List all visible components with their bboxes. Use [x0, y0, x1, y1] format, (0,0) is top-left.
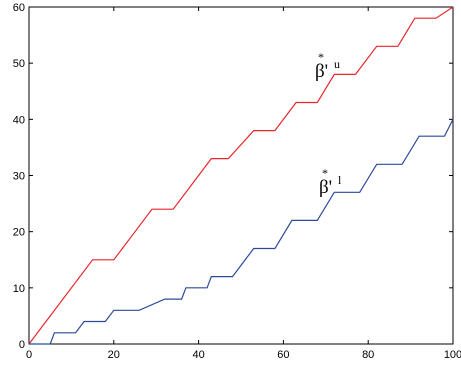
y-tick-label: 10 — [13, 283, 25, 295]
x-tick-label: 100 — [444, 349, 461, 361]
series-line-lower — [29, 119, 454, 345]
x-tick-label: 0 — [26, 349, 32, 361]
label-star: * — [322, 166, 328, 180]
x-tick-label: 60 — [277, 349, 289, 361]
label-sup: u — [334, 57, 340, 71]
plot-area-frame — [28, 6, 454, 345]
label-base: β' — [319, 177, 332, 198]
series-labels: β'* uβ'* l — [315, 50, 342, 198]
x-tick-label: 80 — [362, 349, 374, 361]
y-tick-label: 20 — [13, 227, 25, 239]
axis-ticks: 0 20 40 60 80 100 0 10 20 30 40 50 60 — [13, 2, 461, 361]
label-beta-upper: β'* u — [315, 50, 340, 82]
y-tick-label: 50 — [13, 58, 25, 70]
label-base: β' — [315, 61, 328, 82]
series-line-upper — [28, 6, 454, 345]
y-tick-label: 40 — [13, 114, 25, 126]
x-tick-label: 20 — [108, 349, 120, 361]
y-tick-label: 30 — [13, 171, 25, 183]
y-tick-label: 0 — [19, 339, 25, 351]
y-tick-label: 60 — [13, 2, 25, 14]
label-beta-lower: β'* l — [319, 166, 342, 198]
label-star: * — [318, 50, 324, 64]
series-lines — [28, 6, 454, 345]
label-sup: l — [338, 173, 342, 187]
x-tick-label: 40 — [192, 349, 204, 361]
